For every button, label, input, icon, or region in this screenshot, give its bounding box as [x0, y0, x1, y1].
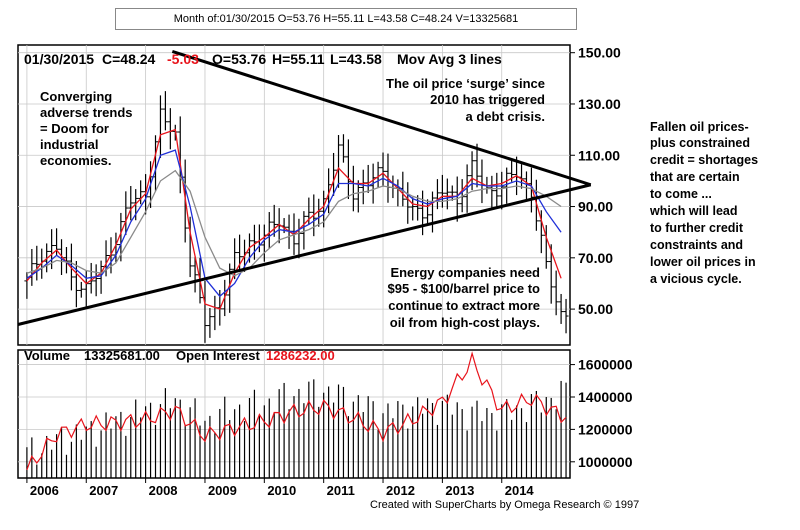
price-header-close: C=48.24 — [102, 51, 156, 67]
price-axis-label: 150.00 — [578, 45, 621, 61]
price-header-high: H=55.11 — [272, 51, 325, 67]
annotation-top-right-3: a debt crisis. — [466, 109, 545, 124]
price-panel-frame — [17, 44, 571, 346]
annotation-left-5: economies. — [40, 153, 112, 168]
open-interest-line — [26, 351, 567, 471]
annotation-side-8: constraints and — [650, 238, 743, 252]
x-axis-label: 2009 — [208, 483, 237, 498]
price-header-ma-label: Mov Avg 3 lines — [397, 51, 502, 67]
price-axis-label: 70.00 — [578, 250, 613, 266]
annotation-side-4: that are certain — [650, 170, 740, 184]
x-axis-label: 2007 — [89, 483, 118, 498]
annotation-side-1: Fallen oil prices- — [650, 120, 749, 134]
volume-axis-label: 1200000 — [578, 421, 633, 437]
annotation-side-7: to further credit — [650, 221, 744, 235]
oi-header-label: Open Interest — [176, 348, 260, 363]
ma-mid-line — [26, 149, 562, 298]
annotation-left-1: Converging — [40, 89, 112, 104]
annotation-left-4: industrial — [40, 137, 99, 152]
oi-header-value: 1286232.00 — [266, 348, 335, 363]
x-axis-label: 2006 — [30, 483, 59, 498]
ma-slow-line — [26, 169, 562, 277]
price-header-open: O=53.76 — [212, 51, 266, 67]
annotation-side-9: lower oil prices in — [650, 255, 756, 269]
volume-axis-label: 1400000 — [578, 389, 633, 405]
annotation-left-3: = Doom for — [40, 121, 109, 136]
annotation-bottom-4: oil from high-cost plays. — [390, 315, 540, 330]
upper-trendline — [171, 49, 592, 187]
lower-trendline — [17, 183, 592, 326]
x-axis-label: 2010 — [267, 483, 296, 498]
annotation-side-2: plus constrained — [650, 136, 750, 150]
footer-credit: Created with SuperCharts by Omega Resear… — [370, 499, 639, 511]
annotation-side-3: credit = shortages — [650, 153, 758, 167]
x-axis-label: 2012 — [386, 483, 415, 498]
price-axis-label: 110.00 — [578, 147, 620, 163]
price-axis-label: 50.00 — [578, 301, 613, 317]
price-axis-label: 130.00 — [578, 96, 621, 112]
annotation-top-right-2: 2010 has triggered — [430, 92, 545, 107]
volume-header-value: 13325681.00 — [84, 348, 160, 363]
price-header-date: 01/30/2015 — [24, 51, 94, 67]
x-axis-label: 2011 — [327, 483, 355, 498]
annotation-side-6: which will lead — [649, 204, 738, 218]
volume-header-label: Volume — [24, 348, 70, 363]
chart-header-title: Month of:01/30/2015 O=53.76 H=55.11 L=43… — [115, 8, 577, 30]
price-axis-label: 90.00 — [578, 199, 613, 215]
annotation-bottom-3: continue to extract more — [388, 298, 540, 313]
annotation-side-10: a vicious cycle. — [650, 272, 742, 286]
annotation-bottom-1: Energy companies need — [390, 265, 540, 280]
x-axis-label: 2014 — [505, 483, 535, 498]
x-axis-label: 2008 — [149, 483, 178, 498]
price-header-change: -5.03 — [167, 51, 199, 67]
volume-axis-label: 1000000 — [578, 454, 633, 470]
annotation-bottom-2: $95 - $100/barrel price to — [388, 281, 541, 296]
annotation-side-5: to come ... — [650, 187, 712, 201]
annotation-top-right-1: The oil price ‘surge’ since — [386, 76, 545, 91]
annotation-left-2: adverse trends — [40, 105, 133, 120]
x-axis-label: 2013 — [445, 483, 474, 498]
volume-axis-label: 1600000 — [578, 357, 633, 373]
price-header-low: L=43.58 — [330, 51, 382, 67]
